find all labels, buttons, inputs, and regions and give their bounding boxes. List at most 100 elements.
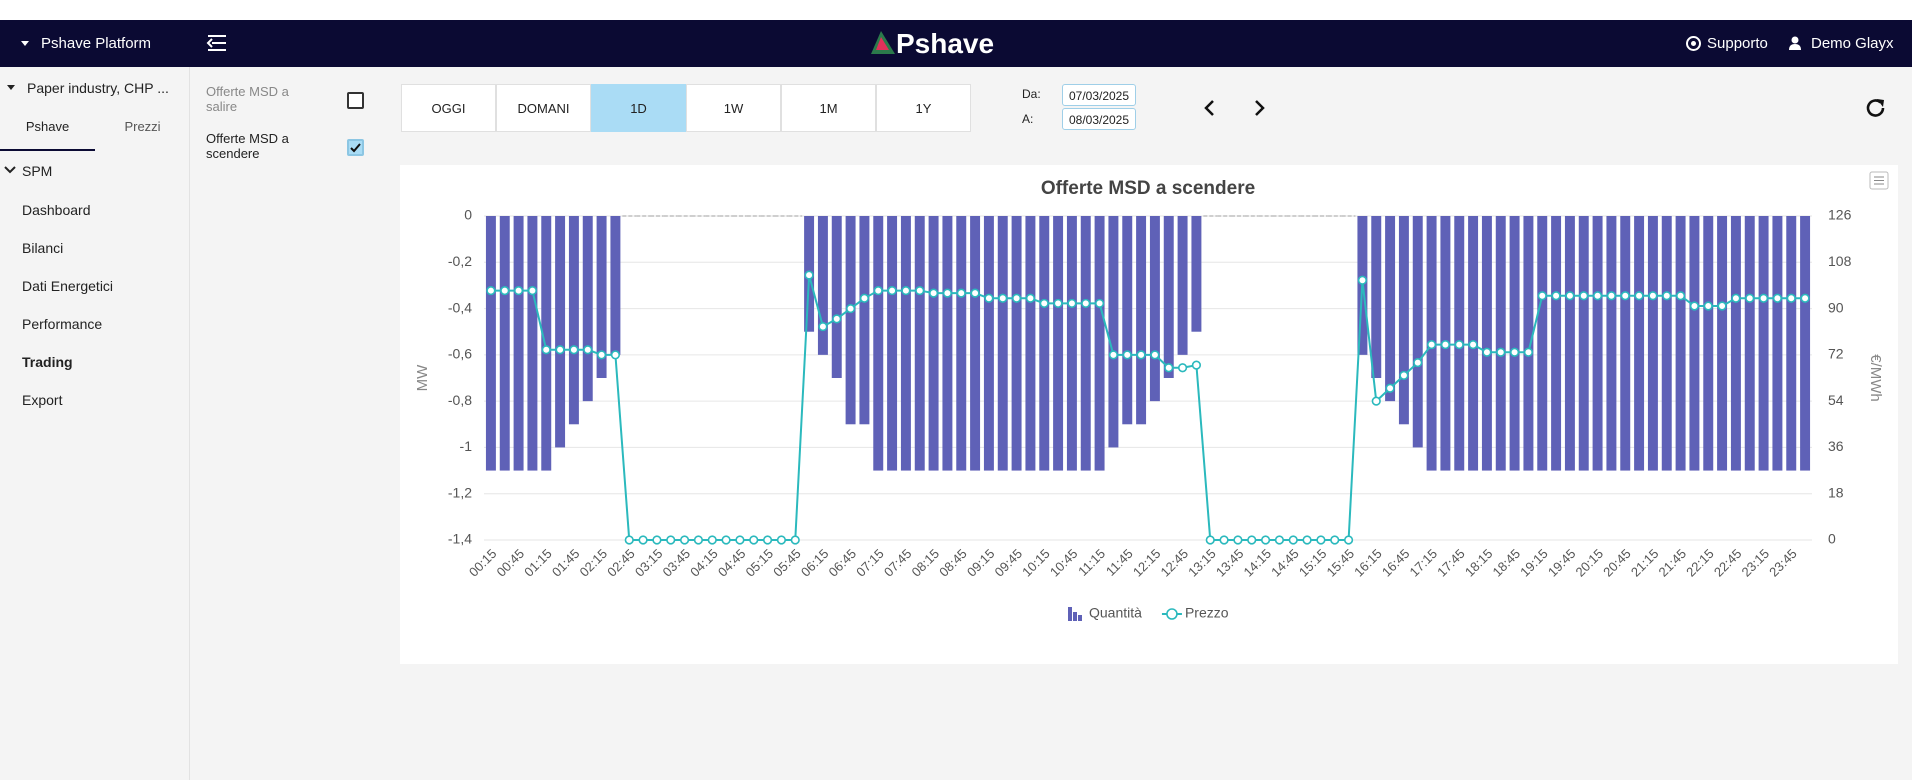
line-point <box>915 285 925 296</box>
nav-item[interactable]: Bilanci <box>22 240 64 256</box>
nav-item[interactable]: Trading <box>22 354 73 370</box>
legend-icon <box>1078 615 1082 621</box>
x-tick-label: 05:15 <box>743 546 777 580</box>
caret-icon[interactable] <box>6 84 16 92</box>
x-tick-label: 06:45 <box>826 546 860 580</box>
line-point <box>652 535 662 545</box>
platform-name[interactable]: Pshave Platform <box>41 35 152 52</box>
y-tick-label: -0,4 <box>448 299 472 315</box>
line-point <box>541 345 551 355</box>
user-name[interactable]: Demo Glayx <box>1811 35 1894 52</box>
to-label: A: <box>1022 112 1034 126</box>
from-date[interactable]: 07/03/2025 <box>1062 84 1136 106</box>
checkbox[interactable] <box>347 92 364 109</box>
bar <box>1551 216 1562 471</box>
range-button[interactable]: 1D <box>591 84 686 132</box>
bar <box>1592 216 1603 471</box>
line-point <box>1648 291 1658 301</box>
line-point <box>707 535 717 545</box>
x-tick-label: 22:45 <box>1711 546 1745 580</box>
section-title[interactable]: SPM <box>22 163 53 179</box>
range-button[interactable]: OGGI <box>401 84 496 132</box>
prev-button[interactable] <box>1202 99 1218 117</box>
bar <box>1412 216 1423 448</box>
x-tick-label: 17:15 <box>1407 546 1441 580</box>
bar <box>817 216 828 355</box>
x-tick-label: 19:45 <box>1545 546 1579 580</box>
export-menu[interactable] <box>1869 171 1889 190</box>
next-button[interactable] <box>1251 99 1267 117</box>
nav-item[interactable]: Dati Energetici <box>22 278 114 294</box>
x-tick-label: 21:15 <box>1628 546 1662 580</box>
support-link[interactable]: Supporto <box>1707 35 1768 52</box>
x-tick-label: 14:15 <box>1241 546 1275 580</box>
x-tick-label: 08:15 <box>909 546 943 580</box>
line-point <box>1288 535 1298 545</box>
site-selector[interactable]: Paper industry, CHP ... <box>27 80 169 96</box>
legend-label: Prezzo <box>1185 605 1229 621</box>
line-point <box>1247 535 1257 545</box>
top-bar: Pshave Platform Pshave Supporto Demo Gla… <box>0 20 1912 67</box>
line-point <box>638 535 648 545</box>
y-tick-label: -1 <box>460 438 473 454</box>
bar <box>1744 216 1755 471</box>
bar <box>1689 216 1700 471</box>
checkbox[interactable] <box>347 139 364 156</box>
bar <box>1703 216 1714 471</box>
from-label: Da: <box>1022 87 1041 101</box>
refresh-button[interactable] <box>1864 96 1888 120</box>
line-point <box>1191 360 1202 370</box>
y2-tick-label: 72 <box>1828 346 1844 362</box>
line-point <box>527 285 538 296</box>
legend-item[interactable]: Quantità <box>1068 605 1142 621</box>
y2-tick-label: 108 <box>1828 253 1852 269</box>
y2-tick-label: 90 <box>1828 299 1844 315</box>
line-point <box>1260 535 1271 545</box>
line-point <box>1067 298 1077 309</box>
caret-icon[interactable] <box>20 40 30 48</box>
x-tick-label: 18:45 <box>1490 546 1524 580</box>
y2-tick-label: 0 <box>1828 531 1836 547</box>
line-point <box>1551 291 1561 301</box>
sidebar: Paper industry, CHP ... Pshave Prezzi SPM… <box>0 67 190 780</box>
nav-item[interactable]: Dashboard <box>22 202 91 218</box>
bar <box>1177 216 1188 355</box>
legend-item[interactable]: Prezzo <box>1161 605 1229 621</box>
bar <box>997 216 1008 471</box>
filter-label: Offerte MSD a salire <box>206 84 289 114</box>
line-point <box>859 293 870 303</box>
range-button[interactable]: 1W <box>686 84 781 132</box>
tab[interactable]: Prezzi <box>124 119 161 134</box>
y-tick-label: 0 <box>464 207 472 223</box>
range-button[interactable]: 1M <box>781 84 876 132</box>
range-button[interactable]: DOMANI <box>496 84 591 132</box>
menu-toggle[interactable] <box>206 33 228 53</box>
line-point <box>1025 293 1036 303</box>
user-icon[interactable] <box>1788 36 1802 51</box>
bar <box>1509 216 1520 471</box>
line-point <box>1620 291 1630 301</box>
x-tick-label: 20:45 <box>1600 546 1634 580</box>
bar <box>1523 216 1534 471</box>
range-button[interactable]: 1Y <box>876 84 971 132</box>
tab[interactable]: Pshave <box>25 119 70 134</box>
line-point <box>1122 350 1132 360</box>
y-tick-label: -0,6 <box>448 346 472 362</box>
nav-item[interactable]: Performance <box>22 316 103 332</box>
legend-icon <box>1068 607 1072 621</box>
bar <box>1606 216 1617 471</box>
chevron-icon[interactable] <box>4 165 16 175</box>
line-point <box>942 288 953 298</box>
x-tick-label: 07:15 <box>853 546 887 580</box>
line-point <box>1509 347 1520 357</box>
bar <box>831 216 842 378</box>
x-tick-label: 00:15 <box>466 546 500 580</box>
support-icon[interactable] <box>1686 36 1701 51</box>
line-point <box>721 535 731 545</box>
to-date[interactable]: 08/03/2025 <box>1062 108 1136 130</box>
line-point <box>693 535 704 545</box>
line-point <box>1343 535 1354 545</box>
x-tick-label: 06:15 <box>798 546 832 580</box>
line-point <box>1454 339 1464 350</box>
nav-item[interactable]: Export <box>22 392 63 408</box>
